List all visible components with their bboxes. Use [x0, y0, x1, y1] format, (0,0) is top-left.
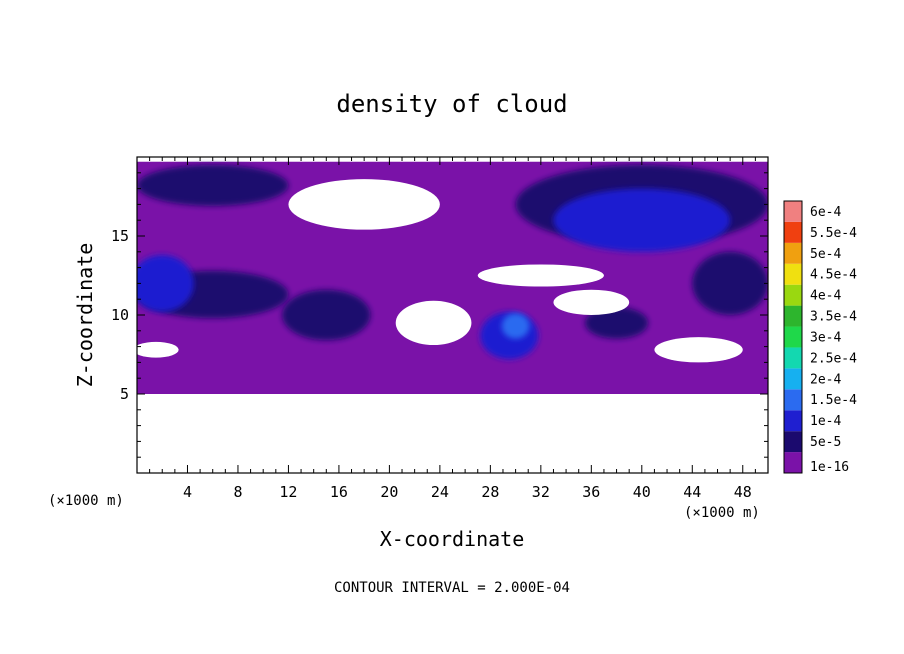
colorbar-label: 3e-4: [810, 330, 841, 345]
x-tick-label: 24: [431, 483, 449, 501]
x-unit-label-right: (×1000 m): [684, 505, 760, 521]
x-tick-label: 16: [330, 483, 348, 501]
field-region-10: [692, 251, 768, 315]
clear-region-4: [137, 341, 179, 358]
colorbar-swatch: [784, 452, 802, 473]
y-tick-label: 10: [111, 306, 129, 324]
colorbar-label: 2.5e-4: [810, 351, 857, 366]
colorbar-frame: [783, 200, 803, 474]
colorbar-label: 6e-4: [810, 205, 841, 220]
field-region-8: [501, 313, 530, 339]
clear-region-0: [288, 179, 440, 230]
x-tick-label: 44: [683, 483, 701, 501]
colorbar-swatch: [784, 431, 802, 453]
colorbar-swatch: [784, 201, 802, 222]
colorbar-swatch: [784, 389, 802, 411]
field-region-3: [553, 188, 731, 252]
x-axis-title: X-coordinate: [380, 527, 525, 551]
x-tick-label: 36: [582, 483, 600, 501]
colorbar-swatch: [784, 368, 802, 390]
colorbar-swatch: [784, 242, 802, 264]
clear-region-1: [477, 264, 604, 287]
x-unit-label-left: (×1000 m): [48, 493, 124, 509]
colorbar-label: 5e-5: [810, 435, 841, 450]
contour-interval: CONTOUR INTERVAL = 2.000E-04: [334, 580, 570, 596]
x-axis: 4 8 12 16 20 24 28 32 36 40 44 48: [149, 157, 756, 501]
x-tick-label: 20: [380, 483, 398, 501]
colorbar: 1e-16 5e-5 1e-4 1.5e-4 2e-4 2.5e-4 3e-4 3.5e-4 4…: [783, 200, 857, 475]
colorbar-label: 1e-16: [810, 460, 849, 475]
colorbar-swatch: [784, 347, 802, 369]
colorbar-label: 5.5e-4: [810, 226, 857, 241]
colorbar-label: 4.5e-4: [810, 268, 857, 283]
x-tick-label: 28: [481, 483, 499, 501]
x-tick-label: 4: [183, 483, 192, 501]
colorbar-label: 1e-4: [810, 414, 841, 429]
colorbar-swatch: [784, 263, 802, 285]
y-axis: 5 10 15: [111, 172, 768, 458]
y-tick-label: 15: [111, 227, 129, 245]
y-axis-title: Z-coordinate: [73, 243, 97, 388]
x-tick-label: 40: [633, 483, 651, 501]
clear-region-5: [654, 337, 743, 363]
field-region-5: [137, 254, 194, 312]
clear-region-3: [395, 300, 472, 346]
x-tick-label: 48: [734, 483, 752, 501]
colorbar-swatch: [784, 221, 802, 243]
x-tick-label: 32: [532, 483, 550, 501]
colorbar-label: 2e-4: [810, 372, 841, 387]
colorbar-label: 5e-4: [810, 247, 841, 262]
colorbar-swatch: [784, 284, 802, 306]
colorbar-swatch: [784, 410, 802, 432]
field-region-9: [585, 307, 649, 339]
field-region-1: [137, 164, 289, 206]
y-tick-label: 5: [120, 385, 129, 403]
x-tick-label: 8: [233, 483, 242, 501]
colorbar-swatch: [784, 326, 802, 348]
heatmap-field: [137, 161, 768, 473]
x-tick-label: 12: [279, 483, 297, 501]
colorbar-swatch: [784, 305, 802, 327]
no-data-area: [137, 394, 768, 473]
colorbar-label: 3.5e-4: [810, 310, 857, 325]
clear-region-2: [553, 289, 630, 315]
colorbar-label: 4e-4: [810, 289, 841, 304]
chart-title: density of cloud: [336, 90, 567, 118]
colorbar-label: 1.5e-4: [810, 393, 857, 408]
field-region-6: [282, 289, 371, 341]
